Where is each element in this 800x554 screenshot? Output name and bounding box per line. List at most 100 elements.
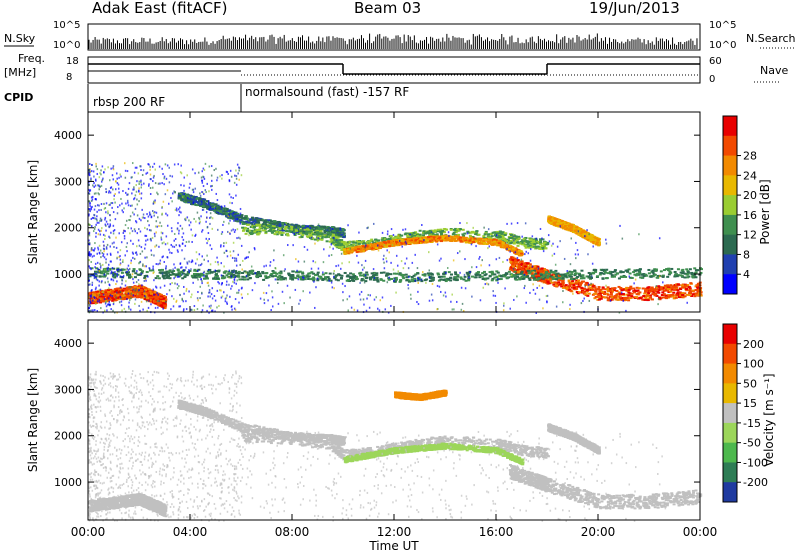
data-cell [477,233,481,236]
data-cell [281,231,285,234]
freq-unit: [MHz] [4,66,36,79]
data-cell [153,301,157,304]
data-cell [133,285,137,288]
data-cell [113,299,117,302]
nsky-panel: N.Sky 10^5 10^0 10^5 10^0 N.Search [4,20,796,51]
data-cell [245,230,249,233]
data-cell [653,290,657,293]
data-cell [100,300,104,303]
data-cell [411,240,415,243]
data-cell [146,291,150,294]
data-cell [108,297,112,300]
data-cell [387,237,391,240]
data-cell [536,265,540,268]
data-cell [273,233,277,236]
data-cell [370,247,374,250]
data-cell [514,262,518,265]
data-cell [650,298,654,301]
data-cell [162,295,166,298]
data-cell [440,232,444,235]
data-cell [681,292,685,295]
data-cell [318,232,322,235]
data-cell [247,221,251,224]
data-cell [143,292,147,295]
data-cell [635,293,639,296]
data-cell [328,240,332,243]
data-cell [157,298,161,301]
data-cell [618,296,622,299]
data-cell [126,286,130,289]
data-cell [414,239,418,242]
data-cell [184,194,188,197]
data-cell [112,298,116,301]
data-cell [205,205,209,208]
data-cell [661,291,665,294]
data-cell [483,233,487,236]
data-cell [440,240,444,243]
data-cell [339,243,343,246]
data-cell [657,285,661,288]
data-cell [620,289,624,292]
data-cell [140,288,144,291]
data-cell [143,296,147,299]
data-cell [666,284,670,287]
freq-frame [87,56,701,84]
nave-label: Nave [760,64,788,77]
data-cell [358,245,362,248]
data-cell [627,294,631,297]
data-cell [689,282,693,285]
data-cell [243,218,247,221]
data-cell [150,296,154,299]
data-cell [315,226,319,229]
data-cell [148,299,152,302]
data-cell [484,242,488,245]
data-cell [518,254,522,257]
data-cell [231,216,235,219]
data-cell [159,296,163,299]
data-cell [697,292,701,295]
data-cell [684,284,688,287]
data-cell [526,262,530,265]
data-cell [655,288,659,291]
data-cell [511,247,515,250]
data-cell [129,295,133,298]
data-cell [520,260,524,263]
data-cell [319,230,323,233]
data-cell [561,286,565,289]
data-cell [490,235,494,238]
data-cell [244,227,248,230]
data-cell [125,292,129,295]
data-cell [104,294,108,297]
data-cell [150,293,154,296]
data-cell [202,202,206,205]
data-cell [212,206,216,209]
cpid-panel: CPID rbsp 200 RF normalsound (fast) -157… [4,84,409,112]
data-cell [391,241,395,244]
data-cell [116,296,120,299]
data-cell [236,212,240,215]
data-cell [117,287,121,290]
data-cell [147,288,151,291]
data-cell [521,268,525,271]
data-cell [121,289,125,292]
data-cell [272,229,276,232]
data-cell [496,232,500,235]
data-cell [275,226,279,229]
data-cell [143,288,147,291]
data-cell [134,292,138,295]
data-cell [637,287,641,290]
data-cell [244,232,248,235]
data-cell [553,281,557,284]
data-cell [479,238,483,241]
data-cell [218,212,222,215]
data-cell [627,288,631,291]
data-cell [597,294,601,297]
data-cell [276,221,280,224]
data-cell [119,293,123,296]
data-cell [571,280,575,283]
data-cell [646,299,650,302]
data-cell [511,249,515,252]
data-cell [525,241,529,244]
data-cell [257,224,261,227]
data-cell [432,236,436,239]
